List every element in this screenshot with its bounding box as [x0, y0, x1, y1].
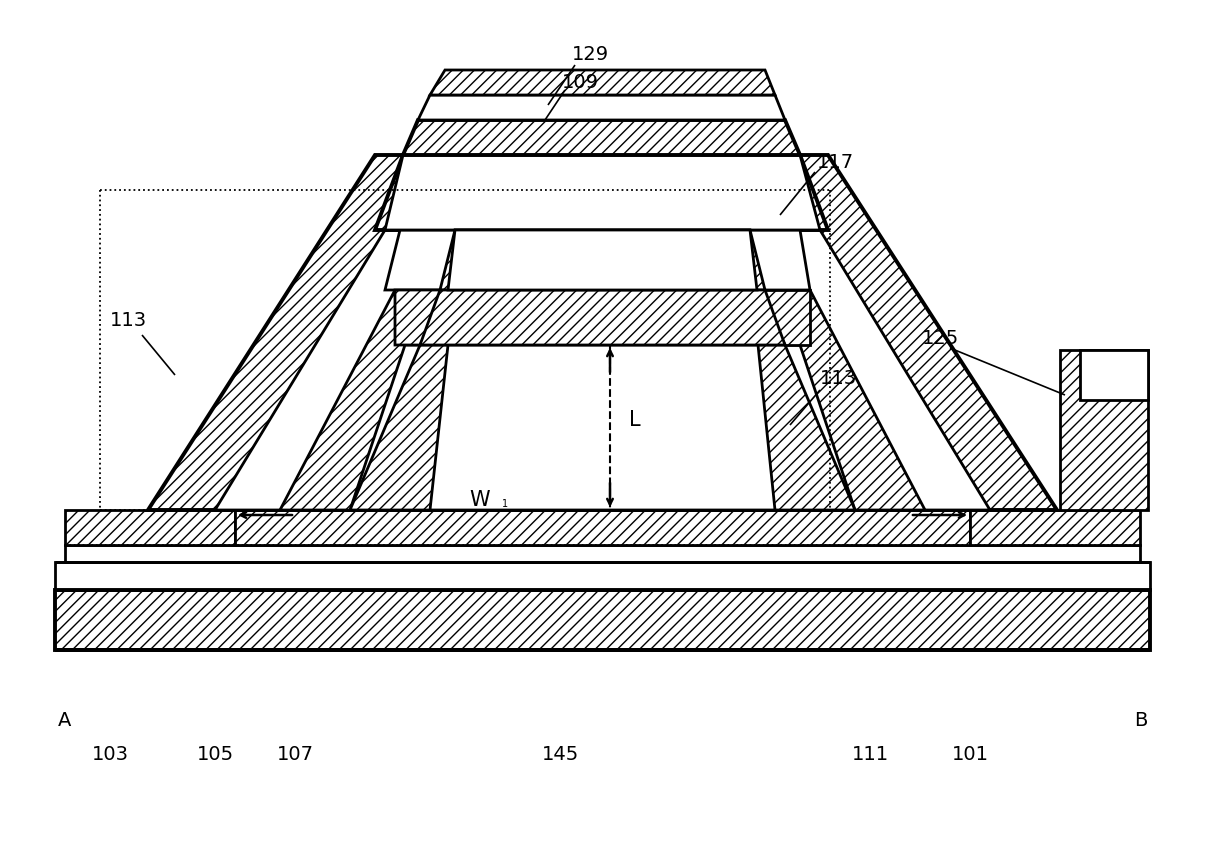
Polygon shape	[418, 95, 785, 120]
Text: B: B	[1135, 710, 1148, 729]
Text: 107: 107	[276, 746, 314, 765]
Polygon shape	[431, 345, 775, 510]
Polygon shape	[431, 70, 775, 95]
Text: 113: 113	[110, 310, 147, 329]
Text: 129: 129	[572, 46, 609, 65]
Text: A: A	[58, 710, 71, 729]
Text: $_1$: $_1$	[502, 496, 509, 510]
Polygon shape	[215, 230, 990, 510]
Polygon shape	[385, 230, 810, 290]
Polygon shape	[1060, 350, 1148, 510]
Polygon shape	[350, 345, 855, 510]
Polygon shape	[55, 590, 1151, 650]
Text: 117: 117	[816, 153, 854, 171]
Text: 109: 109	[562, 73, 598, 92]
Text: 113: 113	[819, 369, 856, 387]
Text: 101: 101	[952, 746, 989, 765]
Polygon shape	[65, 545, 1140, 562]
Polygon shape	[757, 290, 810, 345]
Text: 105: 105	[197, 746, 234, 765]
Polygon shape	[350, 345, 855, 510]
Polygon shape	[420, 290, 785, 345]
Polygon shape	[396, 290, 447, 345]
Polygon shape	[447, 230, 757, 290]
Polygon shape	[385, 155, 820, 230]
Polygon shape	[1081, 350, 1148, 400]
Polygon shape	[970, 510, 1140, 545]
Text: L: L	[630, 410, 640, 430]
Text: 145: 145	[541, 746, 579, 765]
Polygon shape	[440, 230, 765, 290]
Polygon shape	[148, 155, 1056, 510]
Polygon shape	[280, 290, 925, 510]
Polygon shape	[375, 155, 829, 230]
Polygon shape	[65, 510, 235, 545]
Polygon shape	[235, 510, 970, 545]
Text: 111: 111	[851, 746, 889, 765]
Text: W: W	[469, 490, 491, 510]
Text: 103: 103	[92, 746, 129, 765]
Text: 125: 125	[921, 328, 959, 347]
Polygon shape	[55, 562, 1151, 590]
Polygon shape	[403, 120, 800, 155]
